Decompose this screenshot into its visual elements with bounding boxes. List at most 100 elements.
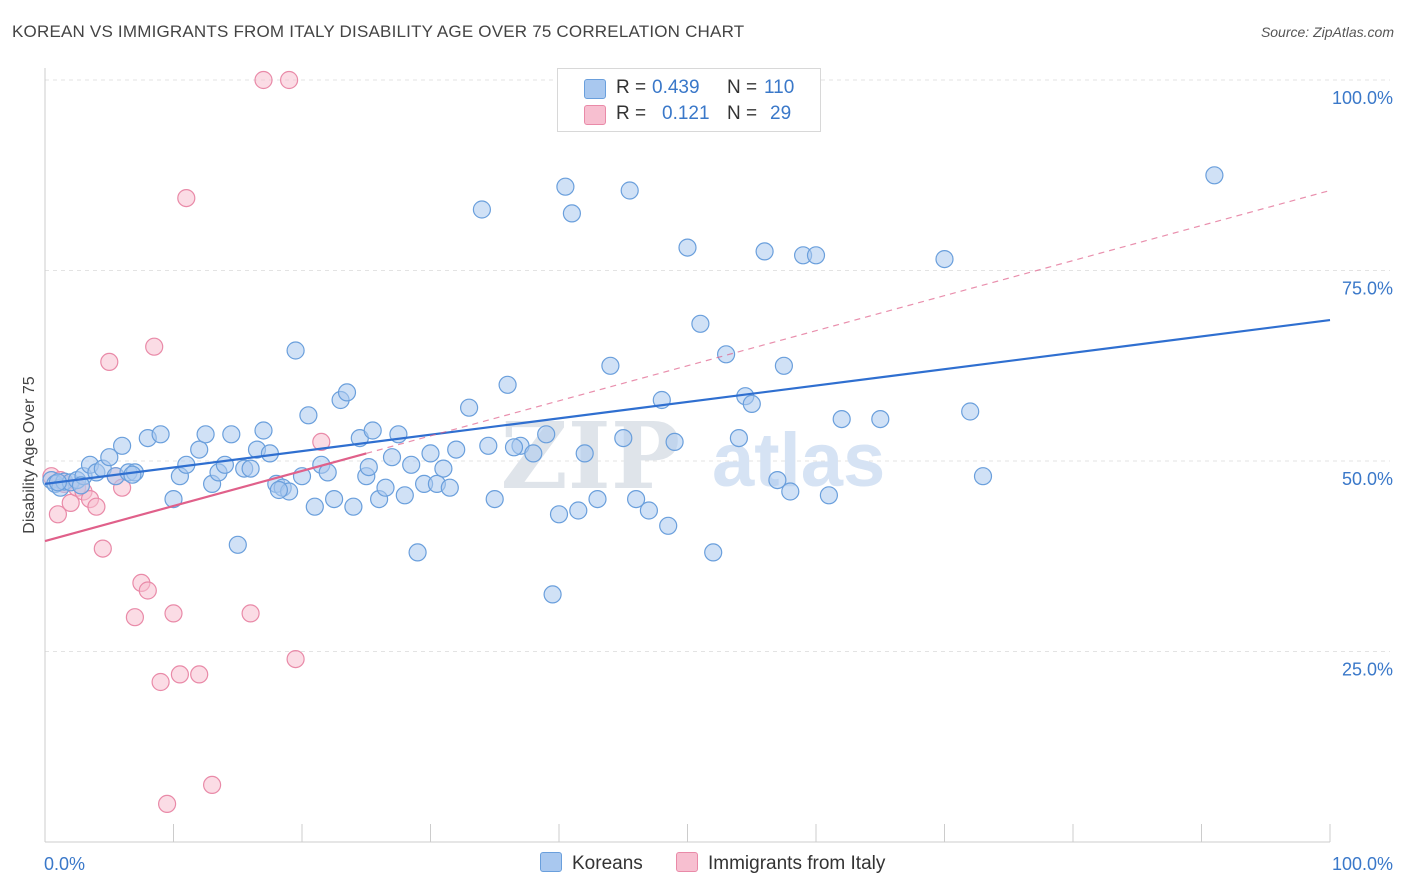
korean-point bbox=[639, 501, 659, 520]
korean-point bbox=[421, 444, 440, 463]
korean-point bbox=[537, 425, 556, 444]
italy-point bbox=[312, 432, 331, 451]
korean-point bbox=[71, 476, 91, 495]
legend-r-value: 0.121 bbox=[662, 103, 710, 124]
korean-point bbox=[151, 425, 170, 444]
italy-point bbox=[158, 794, 177, 814]
korean-point bbox=[228, 535, 247, 554]
korean-point bbox=[871, 410, 890, 429]
italy-trend-line bbox=[44, 452, 367, 543]
korean-point bbox=[254, 421, 273, 440]
korean-point bbox=[961, 402, 980, 421]
bottom-legend-italy-label: Immigrants from Italy bbox=[708, 853, 886, 874]
koreans-trend-line bbox=[44, 318, 1331, 485]
korean-point bbox=[408, 543, 427, 562]
correlation-legend: R = 0.439 N = 110 R = 0.121 N = 29 bbox=[557, 68, 821, 132]
korean-point bbox=[112, 436, 132, 455]
legend-n-value: 29 bbox=[770, 103, 792, 124]
axes bbox=[44, 68, 1331, 843]
italy-point bbox=[190, 665, 209, 684]
korean-point bbox=[781, 482, 800, 501]
korean-point bbox=[498, 375, 517, 394]
legend-r-value: 0.439 bbox=[652, 77, 700, 98]
italy-point bbox=[125, 608, 144, 627]
italy-point bbox=[87, 497, 106, 516]
korean-point bbox=[376, 478, 395, 497]
korean-point bbox=[543, 585, 562, 604]
series-italy bbox=[42, 70, 331, 814]
legend-n-label: N = bbox=[727, 103, 758, 124]
korean-point bbox=[382, 448, 402, 467]
korean-point bbox=[549, 505, 569, 524]
trend-lines bbox=[44, 189, 1331, 543]
korean-point bbox=[269, 480, 288, 500]
korean-point bbox=[659, 516, 678, 535]
italy-point bbox=[280, 70, 299, 90]
source-label: Source: ZipAtlas.com bbox=[1260, 24, 1394, 40]
korean-point bbox=[241, 459, 260, 478]
korean-point bbox=[440, 478, 459, 497]
korean-point bbox=[344, 497, 363, 516]
korean-point bbox=[729, 429, 749, 448]
italy-point bbox=[100, 352, 119, 371]
italy-point bbox=[145, 337, 164, 356]
korean-point bbox=[768, 471, 787, 490]
legend-swatch-koreans bbox=[584, 79, 606, 99]
korean-point bbox=[935, 250, 954, 269]
italy-point bbox=[241, 604, 260, 623]
korean-point bbox=[556, 177, 575, 196]
korean-point bbox=[305, 497, 324, 516]
italy-point bbox=[151, 672, 170, 692]
italy-point bbox=[177, 189, 196, 208]
korean-point bbox=[569, 501, 588, 520]
korean-point bbox=[434, 459, 453, 478]
korean-point bbox=[819, 486, 839, 505]
korean-point bbox=[755, 242, 774, 261]
korean-point bbox=[363, 421, 382, 440]
y-tick-label: 75.0% bbox=[1342, 279, 1393, 299]
x-tick-label-max: 100.0% bbox=[1332, 854, 1393, 874]
korean-point bbox=[447, 440, 466, 459]
korean-point bbox=[665, 432, 684, 451]
italy-trend-extension bbox=[366, 189, 1331, 454]
bottom-legend-koreans: Koreans bbox=[540, 852, 643, 875]
korean-point bbox=[832, 410, 851, 429]
korean-point bbox=[1205, 166, 1224, 185]
korean-point bbox=[402, 455, 421, 474]
korean-point bbox=[190, 440, 209, 459]
korean-point bbox=[704, 543, 723, 562]
korean-point bbox=[620, 181, 639, 200]
legend-n-value: 110 bbox=[764, 77, 795, 98]
korean-point bbox=[806, 246, 826, 265]
y-tick-label: 25.0% bbox=[1342, 660, 1393, 680]
korean-point bbox=[716, 345, 736, 364]
bottom-legend-italy: Immigrants from Italy bbox=[676, 852, 885, 875]
korean-point bbox=[588, 490, 607, 509]
korean-point bbox=[614, 429, 633, 448]
korean-point bbox=[485, 490, 504, 509]
korean-point bbox=[395, 486, 414, 505]
italy-point bbox=[170, 665, 189, 684]
korean-point bbox=[504, 438, 524, 457]
x-tick-label-min: 0.0% bbox=[44, 854, 85, 874]
legend-swatch-italy bbox=[584, 105, 606, 125]
italy-point bbox=[254, 70, 273, 90]
italy-point bbox=[61, 493, 80, 512]
tick-labels: 25.0% 50.0% 75.0% 100.0% 0.0% 100.0% bbox=[44, 88, 1393, 874]
y-tick-label: 50.0% bbox=[1342, 469, 1393, 489]
korean-point bbox=[575, 444, 594, 463]
korean-point bbox=[524, 444, 543, 463]
series-koreans bbox=[42, 166, 1224, 604]
korean-point bbox=[222, 425, 241, 444]
korean-point bbox=[691, 314, 710, 333]
korean-point bbox=[973, 467, 993, 486]
korean-point bbox=[325, 490, 344, 509]
korean-point bbox=[479, 436, 498, 455]
legend-r-label: R = bbox=[616, 103, 647, 124]
korean-point bbox=[359, 458, 378, 477]
korean-point bbox=[286, 341, 305, 360]
y-axis-label: Disability Age Over 75 bbox=[21, 376, 38, 534]
y-tick-label: 100.0% bbox=[1332, 88, 1393, 108]
italy-point bbox=[203, 775, 222, 795]
